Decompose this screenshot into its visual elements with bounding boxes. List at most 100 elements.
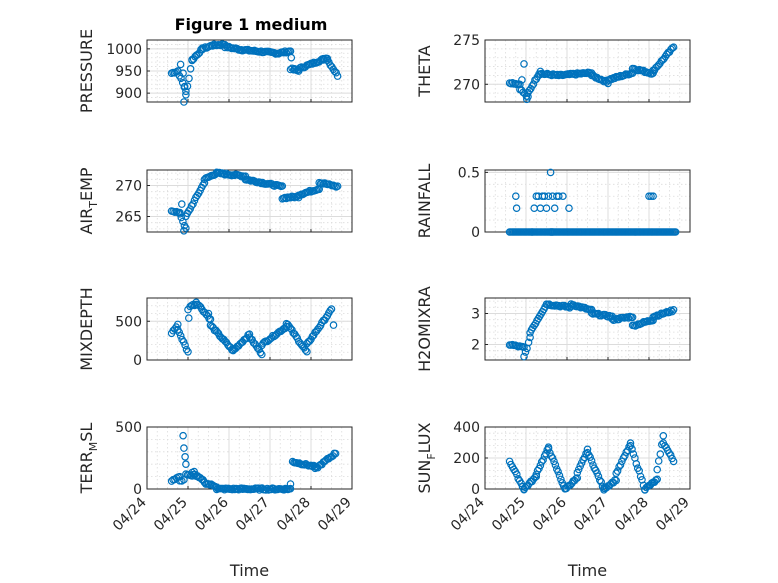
data-point (176, 331, 185, 340)
data-point (183, 82, 192, 91)
data-point (537, 457, 546, 466)
x-tick-label: 04/26 (530, 494, 570, 534)
y-axis-label: TERRMSL (77, 423, 100, 495)
subplot-4: 0 0.5 RAINFALL (415, 164, 691, 241)
data-point (550, 204, 559, 213)
data-point (257, 350, 266, 359)
y-tick-label: 0 (471, 482, 480, 498)
data-point (532, 470, 541, 479)
data-point (329, 321, 338, 329)
data-point (305, 60, 314, 69)
data-point (587, 456, 596, 465)
data-point (185, 314, 193, 322)
data-point (628, 445, 636, 453)
data-point (279, 48, 288, 57)
axes-frame (484, 297, 691, 361)
y-tick-label: 1000 (106, 42, 142, 58)
x-tick-label: 04/25 (151, 495, 191, 535)
y-axis-label: MIXDEPTH (77, 287, 96, 370)
data-point (512, 470, 521, 479)
data-point (548, 454, 557, 462)
data-point (186, 65, 195, 73)
data-point (550, 457, 558, 466)
data-point (653, 465, 662, 474)
data-point (536, 70, 545, 79)
data-point (651, 476, 660, 485)
data-point (634, 66, 642, 75)
y-tick-label: 270 (453, 77, 480, 93)
data-series (505, 168, 680, 236)
data-point (281, 193, 289, 202)
data-point (524, 338, 533, 347)
data-point (287, 53, 296, 62)
data-point (333, 72, 342, 80)
data-point (597, 478, 606, 486)
data-point (554, 192, 563, 201)
data-point (303, 347, 311, 356)
data-point (544, 444, 553, 453)
data-point (512, 204, 521, 213)
y-tick-label: 3 (471, 307, 480, 323)
data-point (647, 192, 655, 201)
data-point (573, 474, 582, 482)
subplot-5: 0 500 MIXDEPTH (77, 287, 353, 371)
data-point (179, 337, 188, 346)
data-series (505, 431, 678, 494)
data-point (178, 200, 186, 208)
data-point (176, 60, 185, 69)
data-point (327, 305, 336, 313)
data-point (175, 328, 184, 337)
data-point (593, 469, 601, 477)
data-point (656, 450, 665, 458)
data-point (184, 305, 192, 314)
data-point (518, 76, 526, 84)
data-point (574, 465, 583, 474)
subplot-grid: 900 950 1000 PRESSURE 270 275 THETA 265 270 AIRTE… (77, 29, 693, 580)
data-point (181, 341, 189, 350)
y-tick-label: 0 (471, 225, 480, 241)
data-point (555, 471, 564, 480)
y-tick-label: 500 (115, 314, 142, 330)
y-tick-label: 2 (471, 338, 480, 354)
data-point (653, 475, 662, 484)
data-point (669, 305, 678, 314)
data-point (511, 192, 520, 201)
subplot-7: 04/24 04/25 04/26 04/27 04/28 04/29 0 500 TERRMS… (77, 420, 355, 580)
data-point (668, 44, 677, 52)
y-axis-label: H2OMIXRA (415, 286, 434, 372)
data-point (332, 68, 341, 77)
data-point (628, 313, 637, 322)
x-tick-label: 04/28 (274, 495, 314, 535)
x-tick-label: 04/26 (192, 494, 232, 534)
data-point (522, 95, 531, 104)
data-point (586, 453, 595, 462)
data-point (604, 312, 612, 321)
subplot-8: 04/24 04/25 04/26 04/27 04/28 04/29 0 200 400 SUN… (415, 420, 693, 580)
y-tick-label: 0 (133, 353, 142, 369)
data-point (554, 467, 562, 476)
data-point (184, 347, 192, 356)
data-point (613, 467, 622, 475)
data-point (223, 43, 232, 52)
data-point (669, 43, 678, 52)
data-point (179, 69, 187, 78)
data-point (520, 60, 528, 68)
data-series (167, 40, 342, 106)
data-point (180, 227, 188, 235)
data-point (219, 170, 228, 178)
data-point (290, 65, 299, 73)
data-point (671, 228, 680, 236)
data-point (546, 168, 555, 177)
subplot-2: 270 275 THETA (415, 33, 691, 104)
y-tick-label: 950 (115, 64, 142, 80)
y-tick-label: 500 (115, 420, 142, 436)
data-point (542, 204, 551, 213)
axes-frame (146, 39, 353, 103)
y-tick-label: 275 (453, 33, 480, 49)
data-point (331, 449, 340, 458)
data-point (623, 313, 631, 321)
data-point (256, 348, 265, 357)
data-point (286, 480, 295, 488)
data-point (667, 306, 675, 315)
data-point (180, 444, 188, 452)
